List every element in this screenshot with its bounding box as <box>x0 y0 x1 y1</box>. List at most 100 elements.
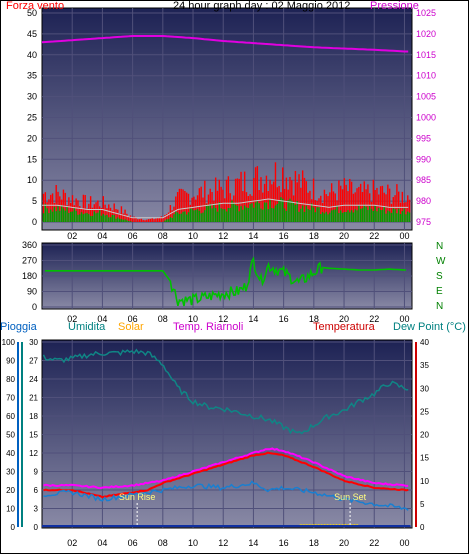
legend-entry: Solar <box>118 321 144 333</box>
temp-tick-label: 0 <box>420 523 425 532</box>
wind-marks <box>41 35 411 222</box>
x-tick-label: 04 <box>97 314 107 324</box>
rain-tick-label: 70 <box>6 394 15 403</box>
rain-tick-label: 100 <box>2 338 16 347</box>
x-tick-label: 08 <box>158 314 168 324</box>
pressure-line <box>41 35 409 53</box>
rain-tick-label: 60 <box>6 412 15 421</box>
x-tick-label: 16 <box>279 231 289 241</box>
x-tick-label: 10 <box>188 231 198 241</box>
legend-entry: Temp. Riarnoli <box>173 321 243 333</box>
left-tick-label: 35 <box>27 71 37 81</box>
humidity-tick-label: 27 <box>29 357 38 366</box>
temperature-marks: Sun Rise Sun Set <box>42 348 411 527</box>
left-axis-title: Forza vento <box>6 0 64 12</box>
rain-tick-label: 80 <box>6 375 15 384</box>
x-tick-label: 16 <box>279 538 289 548</box>
temp-tick-label: 10 <box>420 477 429 486</box>
temp-tick-label: 5 <box>420 500 425 509</box>
legend-entry: Pioggia <box>0 321 38 333</box>
temperature-panel: Pioggia Umidita Solar Temp. Riarnoli Tempera… <box>0 321 466 548</box>
x-tick-label: 00 <box>399 314 409 324</box>
sun-annotation: Sun Set <box>334 492 367 502</box>
humidity-tick-label: 3 <box>34 505 39 514</box>
wind-direction-line <box>45 256 406 307</box>
left-tick-label: 25 <box>27 113 37 123</box>
direction-marks <box>45 256 406 307</box>
x-tick-label: 06 <box>128 231 138 241</box>
x-tick-label: 08 <box>158 231 168 241</box>
temp-riarnoli-line <box>43 447 409 490</box>
rain-tick-label: 90 <box>6 357 15 366</box>
x-tick-label: 02 <box>67 538 77 548</box>
left-tick-label: 50 <box>27 8 37 18</box>
left-tick-label: 30 <box>27 92 37 102</box>
x-tick-label: 08 <box>158 538 168 548</box>
x-tick-label: 18 <box>309 231 319 241</box>
legend-entry: Dew Point (°C) <box>393 321 466 333</box>
rain-tick-label: 30 <box>6 468 15 477</box>
x-tick-label: 12 <box>218 538 228 548</box>
x-tick-label: 14 <box>248 231 258 241</box>
direction-tick-label: 0 <box>32 302 37 312</box>
x-tick-label: 06 <box>128 314 138 324</box>
right-tick-label: 980 <box>416 196 431 206</box>
dew-point-line <box>43 480 409 511</box>
temp-tick-label: 25 <box>420 407 429 416</box>
left-tick-label: 45 <box>27 29 37 39</box>
right-tick-label: 1010 <box>416 71 436 81</box>
x-tick-label: 22 <box>369 538 379 548</box>
temp-tick-label: 20 <box>420 431 429 440</box>
x-tick-label: 14 <box>248 314 258 324</box>
x-tick-label: 18 <box>309 538 319 548</box>
x-tick-label: 20 <box>339 538 349 548</box>
right-tick-label: 985 <box>416 175 431 185</box>
temp-tick-label: 35 <box>420 361 429 370</box>
x-tick-label: 00 <box>399 231 409 241</box>
x-tick-label: 04 <box>97 538 107 548</box>
x-tick-label: 18 <box>309 314 319 324</box>
right-tick-label: 1020 <box>416 29 436 39</box>
humidity-tick-label: 0 <box>34 523 39 532</box>
x-tick-label: 02 <box>67 231 77 241</box>
humidity-tick-label: 15 <box>29 431 38 440</box>
temp-tick-label: 30 <box>420 384 429 393</box>
rain-tick-label: 50 <box>6 431 15 440</box>
compass-label: W <box>436 256 446 267</box>
right-tick-label: 990 <box>416 154 431 164</box>
average-wind-line <box>42 198 409 219</box>
compass-label: E <box>436 286 443 297</box>
left-tick-label: 10 <box>27 175 37 185</box>
right-tick-label: 1000 <box>416 113 436 123</box>
x-tick-label: 12 <box>218 231 228 241</box>
temperature-legend: Pioggia Umidita Solar Temp. Riarnoli Tempera… <box>0 321 466 333</box>
left-tick-label: 15 <box>27 154 37 164</box>
legend-entry: Umidita <box>68 321 106 333</box>
humidity-tick-label: 30 <box>29 338 38 347</box>
left-tick-label: 20 <box>27 133 37 143</box>
x-tick-label: 02 <box>67 314 77 324</box>
right-tick-label: 1005 <box>416 92 436 102</box>
x-tick-label: 20 <box>339 314 349 324</box>
x-tick-label: 16 <box>279 314 289 324</box>
rain-tick-label: 0 <box>11 523 16 532</box>
direction-tick-label: 90 <box>27 287 37 297</box>
sun-annotation: Sun Rise <box>119 492 156 502</box>
direction-tick-label: 360 <box>22 240 37 250</box>
humidity-tick-label: 6 <box>34 486 39 495</box>
left-tick-label: 5 <box>32 196 37 206</box>
x-tick-label: 04 <box>97 231 107 241</box>
temp-tick-label: 40 <box>420 338 429 347</box>
wind-pressure-panel: Forza vento 24 hour graph day : 02 Maggi… <box>6 0 436 241</box>
x-tick-label: 00 <box>399 538 409 548</box>
compass-label: N <box>436 301 443 312</box>
humidity-tick-label: 24 <box>29 375 38 384</box>
x-tick-label: 10 <box>188 538 198 548</box>
humidity-tick-label: 21 <box>29 394 38 403</box>
x-tick-label: 10 <box>188 314 198 324</box>
direction-tick-label: 270 <box>22 256 37 266</box>
right-tick-label: 995 <box>416 133 431 143</box>
